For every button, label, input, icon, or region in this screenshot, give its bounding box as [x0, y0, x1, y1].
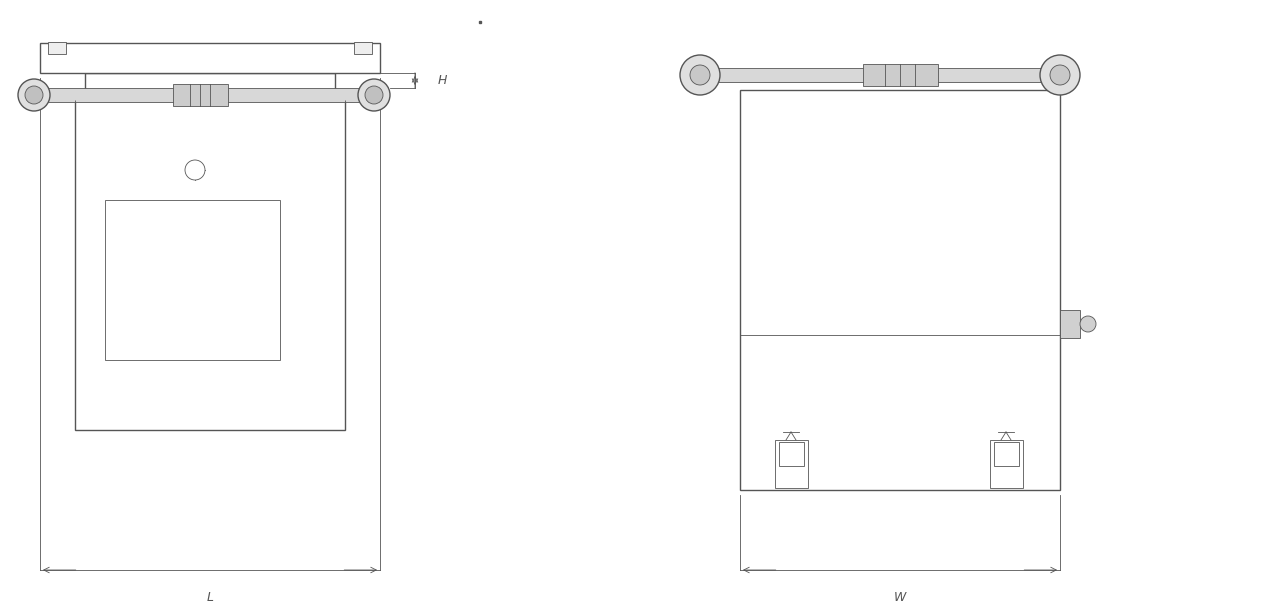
Text: H: H — [438, 74, 447, 87]
Bar — [864, 64, 938, 86]
Ellipse shape — [690, 65, 711, 85]
Bar — [105, 200, 280, 360]
Text: W: W — [894, 591, 906, 601]
Bar — [989, 440, 1023, 488]
Ellipse shape — [185, 160, 206, 180]
Bar — [40, 43, 380, 73]
Bar — [740, 90, 1060, 490]
Text: L: L — [207, 591, 213, 601]
Bar — [995, 442, 1019, 466]
Bar — [39, 88, 370, 102]
Bar — [75, 100, 344, 430]
Ellipse shape — [1040, 55, 1079, 95]
Ellipse shape — [365, 86, 383, 104]
Ellipse shape — [1079, 316, 1096, 332]
Bar — [775, 440, 808, 488]
Bar — [48, 42, 66, 54]
Bar — [779, 442, 804, 466]
Ellipse shape — [18, 79, 50, 111]
Bar — [1060, 310, 1079, 338]
Bar — [702, 68, 1058, 82]
Bar — [353, 42, 371, 54]
Ellipse shape — [359, 79, 391, 111]
Bar — [173, 84, 227, 106]
Ellipse shape — [680, 55, 720, 95]
Ellipse shape — [24, 86, 42, 104]
Bar — [85, 73, 335, 100]
Ellipse shape — [1050, 65, 1070, 85]
